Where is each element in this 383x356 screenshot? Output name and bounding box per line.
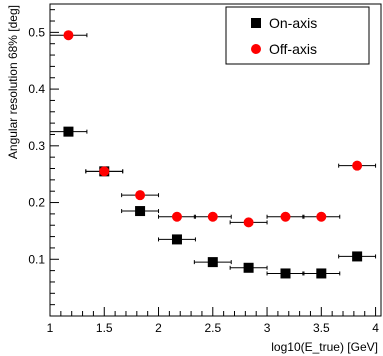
legend-label-off-axis: Off-axis <box>269 41 317 57</box>
y-tick-label: 0.2 <box>28 196 45 210</box>
y-axis: 0.1 0.2 0.3 0.4 0.5 <box>28 9 59 306</box>
x-axis-title: log10(E_true) [GeV] <box>271 340 378 354</box>
x-tick-label: 2 <box>155 321 162 335</box>
data-point-circle <box>135 190 146 201</box>
data-point-circle <box>316 211 327 222</box>
plot-border <box>49 3 382 317</box>
x-tick-label: 3 <box>264 321 271 335</box>
data-point-square <box>171 234 182 245</box>
y-tick-label: 0.4 <box>28 82 45 96</box>
data-point-square <box>316 268 327 279</box>
y-tick-label: 0.5 <box>28 25 45 39</box>
x-tick-label: 4 <box>372 321 379 335</box>
legend-box <box>225 6 370 65</box>
data-point-square <box>352 251 363 262</box>
legend-label-on-axis: On-axis <box>269 15 317 31</box>
data-point-square <box>135 206 146 217</box>
plot-frame <box>49 3 382 317</box>
data-point-circle <box>243 217 254 228</box>
data-point-circle <box>171 211 182 222</box>
series-layer <box>49 30 377 279</box>
data-point-square <box>63 126 74 137</box>
x-tick-label: 1.5 <box>96 321 113 335</box>
data-point-square <box>243 262 254 273</box>
data-point-circle <box>352 160 363 171</box>
data-point-circle <box>63 30 74 41</box>
data-point-square <box>207 257 218 268</box>
x-tick-label: 3.5 <box>313 321 330 335</box>
legend: On-axis Off-axis <box>225 6 370 65</box>
data-point-square <box>280 268 291 279</box>
x-tick-label: 2.5 <box>204 321 221 335</box>
data-point-circle <box>280 211 291 222</box>
x-tick-label: 1 <box>47 321 54 335</box>
series-off-axis <box>49 30 377 228</box>
data-point-circle <box>99 166 110 177</box>
x-axis: 1 1.5 2 2.5 3 3.5 4 <box>47 307 379 335</box>
data-point-circle <box>207 211 218 222</box>
y-axis-title: Angular resolution 68% [deg] <box>6 5 20 159</box>
y-tick-label: 0.3 <box>28 139 45 153</box>
y-tick-label: 0.1 <box>28 252 45 266</box>
legend-marker-circle <box>251 44 261 54</box>
legend-marker-square <box>251 18 261 28</box>
